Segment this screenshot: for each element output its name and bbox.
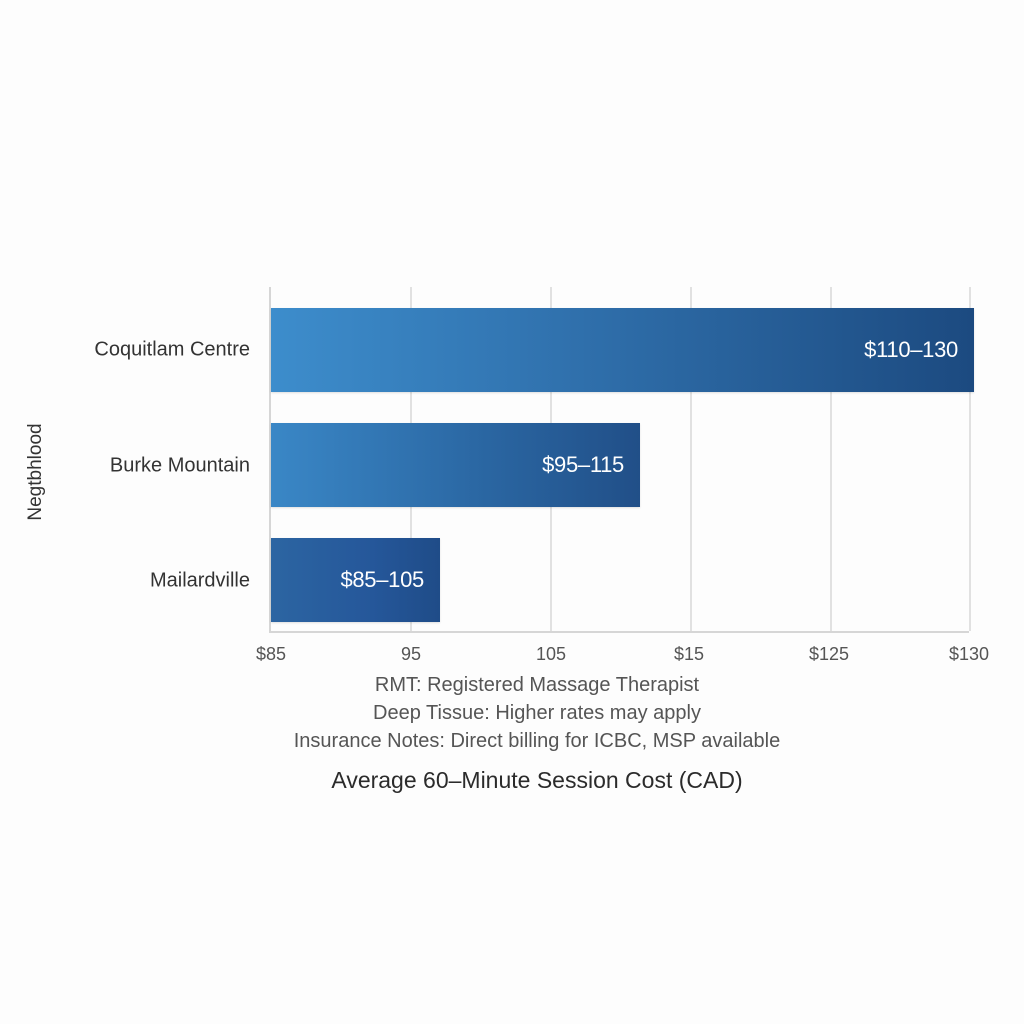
annotation-deep-tissue: Deep Tissue: Higher rates may apply [373,702,701,724]
x-tick-label: 95 [400,644,422,664]
bar-value-label: $110–130 [864,337,958,362]
annotation-rmt: RMT: Registered Massage Therapist [374,674,700,696]
plot-area: $110–130 $95–115 $85–105 [269,287,974,633]
gridline [690,287,692,631]
x-tick-label: $85 [255,644,287,664]
x-tick-label: $125 [808,644,850,664]
bar-coquitlam-centre: $110–130 [271,308,974,392]
category-label-burke-mountain: Burke Mountain [109,454,250,477]
gridline [830,287,832,631]
bar-mailardville: $85–105 [271,538,440,622]
bar-value-label: $95–115 [542,452,624,477]
y-axis-title: Negtbhlood [25,423,46,521]
x-tick-label: $15 [673,644,705,664]
annotation-insurance: Insurance Notes: Direct billing for ICBC… [293,730,781,752]
bar-value-label: $85–105 [340,567,424,592]
x-tick-label: 105 [535,644,567,664]
category-label-coquitlam-centre: Coquitlam Centre [94,338,250,361]
bar-burke-mountain: $95–115 [271,423,640,507]
category-label-mailardville: Mailardville [149,569,250,592]
x-tick-label: $130 [948,644,990,664]
x-axis-title: Average 60–Minute Session Cost (CAD) [331,767,743,793]
gridline [969,287,971,631]
